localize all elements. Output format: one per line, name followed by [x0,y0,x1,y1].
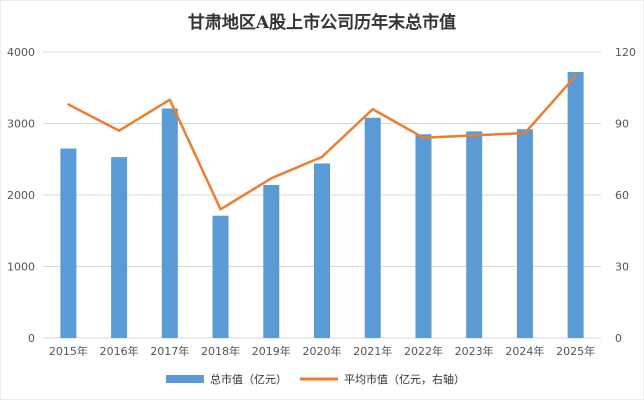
line-point [371,108,374,111]
legend: 总市值（亿元） 平均市值（亿元，右轴） [166,372,465,386]
x-axis-ticks: 2015年 2016年 2017年 2018年 2019年 2020年 2021年 2022年… [49,344,595,358]
x-axis-tick-label: 2025年 [556,344,595,358]
line-point [219,208,222,211]
line-point [67,103,70,106]
x-axis-tick-label: 2015年 [49,344,88,358]
right-axis-tick-label: 90 [615,118,629,131]
line-point [574,74,577,78]
left-axis-tick-label: 4000 [7,46,35,59]
line-point [117,129,121,132]
line-point [270,177,273,180]
right-axis-tick-label: 30 [615,261,629,274]
right-axis-ticks: 0 30 60 90 120 [615,46,636,345]
right-axis-tick-label: 60 [615,189,629,202]
x-axis-tick-label: 2022年 [404,344,443,358]
left-axis-tick-label: 2000 [7,189,35,202]
line-series [67,74,577,211]
x-axis-tick-label: 2019年 [252,344,291,358]
legend-bar-label: 总市值（亿元） [210,372,287,386]
line-point [523,131,527,135]
legend-line-label: 平均市值（亿元，右轴） [344,372,465,386]
x-axis-tick-label: 2023年 [455,344,494,358]
bar [263,184,280,338]
line-point [422,136,425,139]
legend-bar-swatch [166,375,204,383]
bar [314,163,330,338]
bar [111,157,128,338]
x-axis-tick-label: 2020年 [303,344,342,358]
bar [364,117,381,338]
bar [466,131,483,338]
bar-series [60,72,584,339]
x-axis-tick-label: 2024年 [505,344,544,358]
line-point [320,155,324,159]
x-axis-tick-label: 2017年 [150,344,189,358]
bar [567,72,584,339]
right-axis-tick-label: 0 [615,332,622,345]
bar [161,108,178,338]
chart-title: 甘肃地区A股上市公司历年末总市值 [188,12,456,33]
line-point [168,98,172,101]
left-axis-ticks: 0 1000 2000 3000 4000 [7,46,35,345]
x-axis-tick-label: 2018年 [201,344,240,358]
line-point [472,134,476,137]
bar [516,129,533,338]
bar [60,148,77,338]
bar [415,134,432,338]
x-axis-tick-label: 2021年 [353,344,392,358]
left-axis-tick-label: 0 [28,332,35,345]
bar [212,215,229,338]
left-axis-tick-label: 1000 [7,261,35,274]
x-axis-tick-label: 2016年 [100,344,139,358]
right-axis-tick-label: 120 [615,46,636,59]
left-axis-tick-label: 3000 [7,118,35,131]
